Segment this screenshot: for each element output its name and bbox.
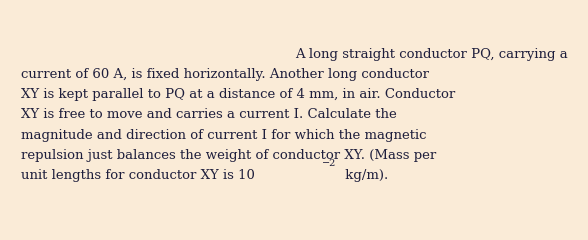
Text: unit lengths for conductor XY is 10: unit lengths for conductor XY is 10: [21, 169, 255, 182]
Text: kg/m).: kg/m).: [341, 169, 388, 182]
Text: XY is kept parallel to PQ at a distance of 4 mm, in air. Conductor: XY is kept parallel to PQ at a distance …: [21, 88, 455, 101]
Text: repulsion just balances the weight of conductor XY. (Mass per: repulsion just balances the weight of co…: [21, 149, 436, 162]
Text: current of 60 A, is fixed horizontally. Another long conductor: current of 60 A, is fixed horizontally. …: [21, 68, 429, 81]
Text: magnitude and direction of current I for which the magnetic: magnitude and direction of current I for…: [21, 129, 426, 142]
Text: XY is free to move and carries a current I. Calculate the: XY is free to move and carries a current…: [21, 108, 396, 121]
Text: A long straight conductor PQ, carrying a: A long straight conductor PQ, carrying a: [295, 48, 567, 61]
Text: −2: −2: [322, 159, 337, 168]
